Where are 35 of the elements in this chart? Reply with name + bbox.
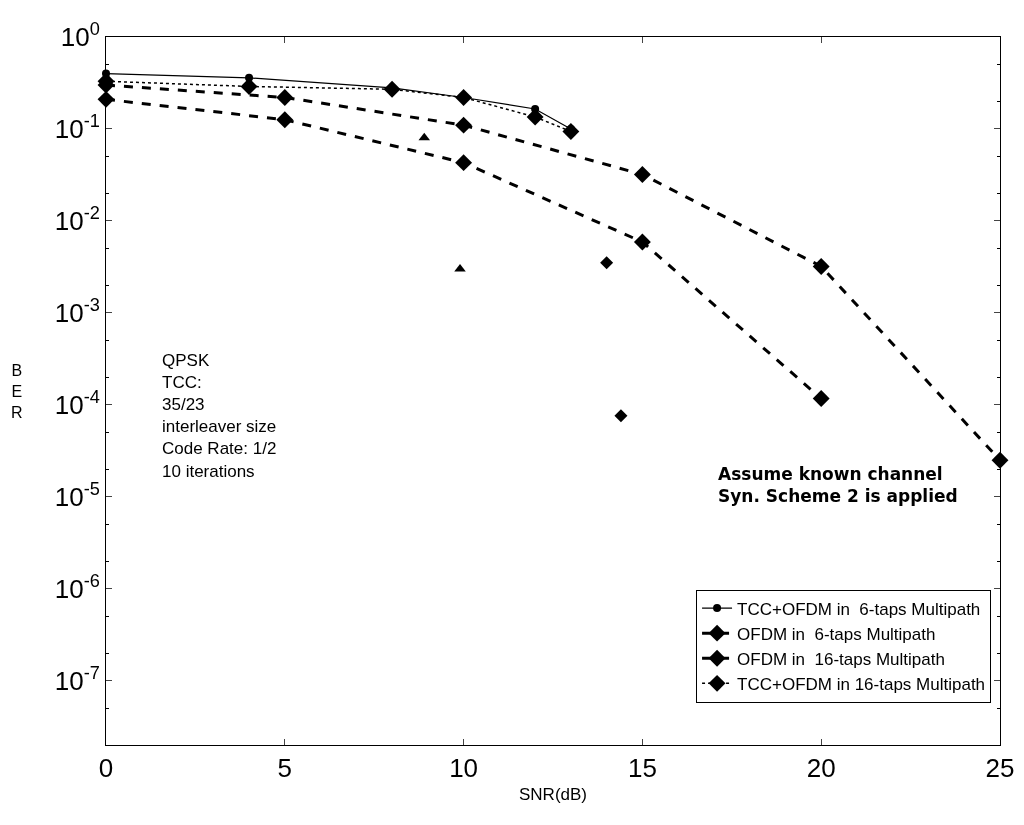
point — [633, 233, 651, 251]
y-tick-label: 10$^{-4}$ — [54, 387, 100, 420]
x-tick-label: 15 — [627, 753, 657, 784]
legend-label: OFDM in 6-taps Multipath — [737, 624, 936, 644]
point — [812, 390, 830, 408]
legend-label: TCC+OFDM in 16-taps Multipath — [737, 675, 986, 694]
point — [812, 257, 830, 275]
y-tick-label: 10$^{-7}$ — [54, 662, 100, 696]
x-tick-label: 25 — [985, 753, 1015, 784]
legend-label: OFDM in 16-taps Multipath — [737, 649, 945, 669]
annotation: Assume known channel Syn. Scheme 2 is applied — [718, 464, 958, 507]
point — [455, 154, 473, 172]
x-axis-title: SNR(dB) — [518, 784, 588, 804]
point — [600, 256, 614, 270]
x-tick-label: 0 — [98, 753, 114, 784]
y-tick-label: 10$^{0}$ — [60, 19, 100, 53]
point — [614, 409, 628, 423]
point — [383, 80, 401, 98]
y-tick-label: 10$^{-6}$ — [54, 570, 100, 604]
point — [562, 122, 580, 140]
x-tick-label: 5 — [277, 753, 293, 784]
y-tick-label: 10$^{-5}$ — [54, 478, 100, 512]
y-tick-label: 10$^{-2}$ — [54, 203, 100, 237]
x-tick-label: 10 — [449, 753, 479, 784]
y-tick-label: 10$^{-3}$ — [54, 295, 100, 328]
point — [276, 111, 294, 129]
point — [991, 451, 1009, 469]
y-tick-label: 10$^{-1}$ — [54, 111, 100, 145]
point — [633, 166, 651, 183]
annotation: QPSK TCC: 35/23 interleaver size Code Rate: 1/2 10 iterations — [162, 351, 277, 481]
x-tick-label: 20 — [806, 753, 836, 784]
y-axis-title: BER — [11, 362, 23, 421]
point — [276, 89, 294, 106]
legend-label: TCC+OFDM in 6-taps Multipath — [737, 599, 981, 619]
point — [455, 116, 473, 134]
